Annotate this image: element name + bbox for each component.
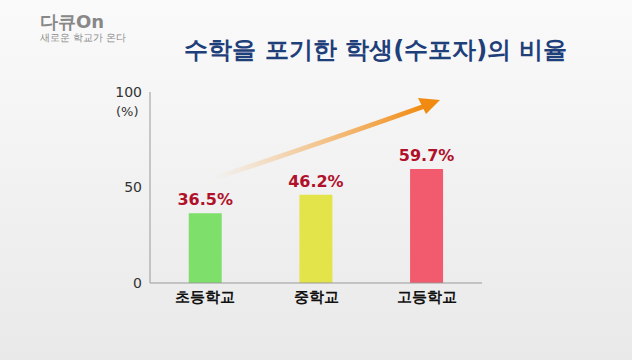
svg-text:초등학교: 초등학교 [175, 288, 235, 306]
svg-text:고등학교: 고등학교 [397, 288, 457, 306]
html-text:다큐On: 다큐On [40, 11, 105, 32]
html-text:수학을 포기한 학생(수포자)의 비율: 수학을 포기한 학생(수포자)의 비율 [184, 36, 568, 64]
svg-text:59.7%: 59.7% [399, 146, 455, 165]
html-text:새로운 학교가 온다: 새로운 학교가 온다 [40, 31, 127, 43]
svg-text:46.2%: 46.2% [288, 172, 344, 191]
svg-text:100: 100 [115, 84, 142, 100]
svg-text:0: 0 [133, 275, 142, 291]
svg-text:50: 50 [124, 179, 142, 195]
svg-text:36.5%: 36.5% [177, 190, 233, 209]
svg-text:중학교: 중학교 [294, 288, 339, 306]
